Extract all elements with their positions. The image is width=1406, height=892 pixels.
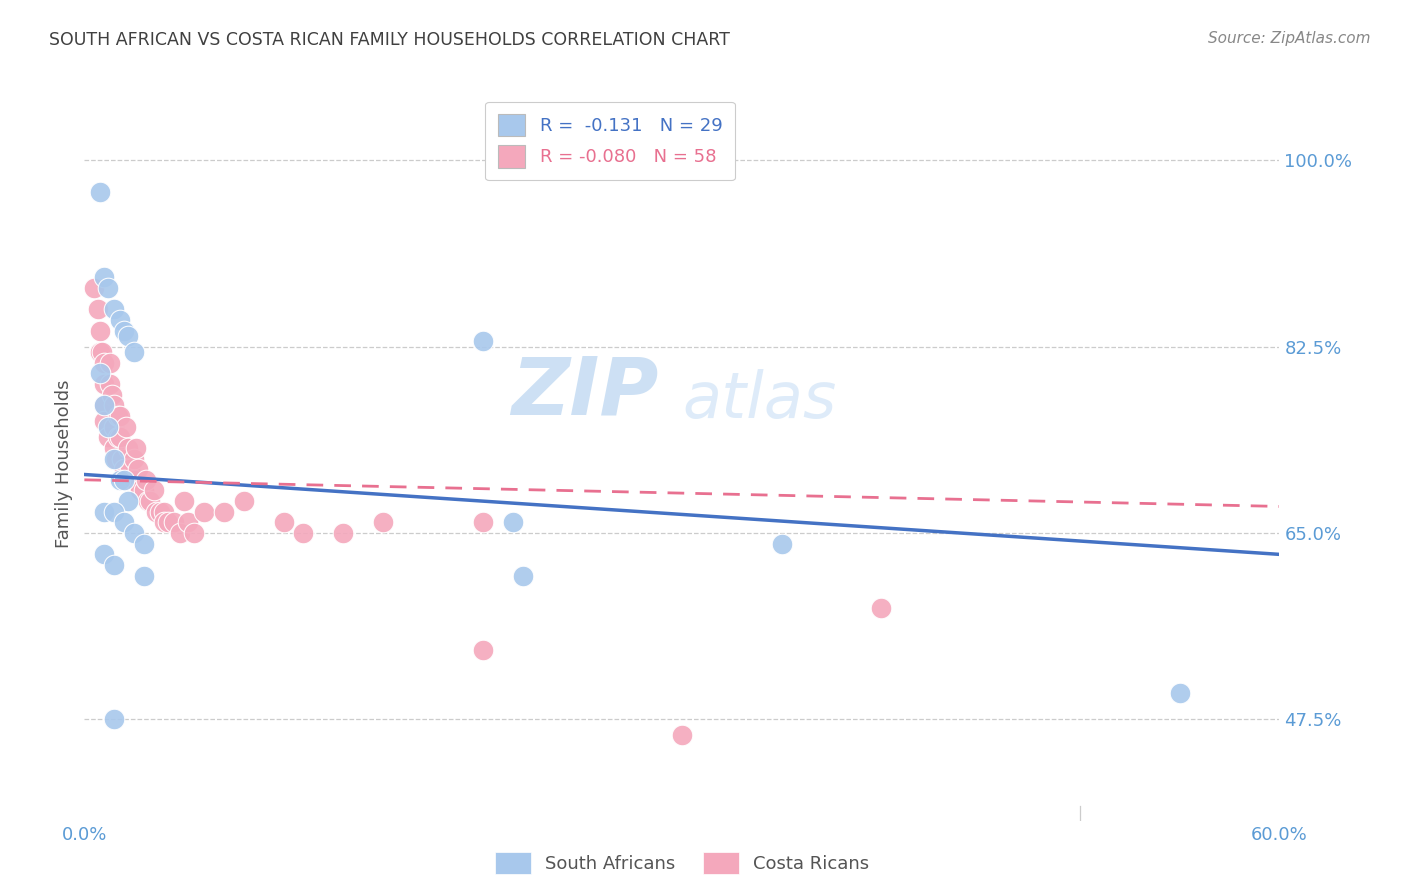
Point <box>132 483 156 498</box>
Point <box>122 526 145 541</box>
Point <box>103 302 125 317</box>
Point <box>132 537 156 551</box>
Point <box>111 451 134 466</box>
Point <box>770 537 793 551</box>
Point <box>153 505 176 519</box>
Point <box>1168 686 1191 700</box>
Point <box>127 462 149 476</box>
Point <box>87 302 110 317</box>
Point <box>89 345 111 359</box>
Point <box>91 345 114 359</box>
Point <box>157 516 180 530</box>
Point <box>117 329 139 343</box>
Point <box>371 516 394 530</box>
Point <box>97 419 120 434</box>
Point <box>98 376 121 391</box>
Point <box>145 505 167 519</box>
Point <box>136 494 159 508</box>
Point <box>103 558 125 572</box>
Point <box>103 419 125 434</box>
Point <box>110 409 132 423</box>
Point <box>471 516 494 530</box>
Point <box>98 356 121 370</box>
Point <box>169 526 191 541</box>
Point <box>93 398 115 412</box>
Point <box>115 419 138 434</box>
Point <box>183 526 205 541</box>
Point <box>110 313 132 327</box>
Point <box>107 409 129 423</box>
Point <box>112 516 135 530</box>
Point <box>103 398 125 412</box>
Point <box>292 526 315 541</box>
Point <box>125 441 148 455</box>
Legend: South Africans, Costa Ricans: South Africans, Costa Ricans <box>485 843 879 883</box>
Point <box>132 568 156 582</box>
Point <box>83 281 105 295</box>
Point <box>163 516 186 530</box>
Point <box>471 643 494 657</box>
Point <box>101 387 124 401</box>
Point <box>332 526 354 541</box>
Point <box>149 505 172 519</box>
Point <box>93 270 115 285</box>
Point <box>471 334 494 349</box>
Point <box>112 473 135 487</box>
Point <box>671 728 693 742</box>
Point <box>110 430 132 444</box>
Point <box>139 494 162 508</box>
Point <box>502 516 524 530</box>
Point <box>112 462 135 476</box>
Point <box>97 430 120 444</box>
Point <box>93 356 115 370</box>
Y-axis label: Family Households: Family Households <box>55 380 73 548</box>
Point <box>143 483 166 498</box>
Point <box>93 414 115 428</box>
Point <box>103 713 125 727</box>
Point <box>173 494 195 508</box>
Point <box>122 473 145 487</box>
Point <box>122 451 145 466</box>
Point <box>110 473 132 487</box>
Point <box>273 516 295 530</box>
Point <box>120 462 142 476</box>
Text: SOUTH AFRICAN VS COSTA RICAN FAMILY HOUSEHOLDS CORRELATION CHART: SOUTH AFRICAN VS COSTA RICAN FAMILY HOUS… <box>49 31 730 49</box>
Point <box>512 568 534 582</box>
Point <box>117 441 139 455</box>
Point <box>97 281 120 295</box>
Point <box>93 547 115 561</box>
Point <box>89 186 111 200</box>
Point <box>93 505 115 519</box>
Point <box>232 494 254 508</box>
Text: Source: ZipAtlas.com: Source: ZipAtlas.com <box>1208 31 1371 46</box>
Point <box>135 473 157 487</box>
Text: atlas: atlas <box>682 368 837 431</box>
Text: ZIP: ZIP <box>510 353 658 432</box>
Point <box>870 600 893 615</box>
Point <box>177 516 200 530</box>
Point <box>89 367 111 381</box>
Point <box>122 345 145 359</box>
Point <box>89 324 111 338</box>
Point <box>212 505 235 519</box>
Point <box>129 483 152 498</box>
Point <box>103 451 125 466</box>
Point <box>112 324 135 338</box>
Point <box>193 505 215 519</box>
Point <box>117 494 139 508</box>
Point <box>107 430 129 444</box>
Point <box>105 451 128 466</box>
Point <box>93 398 115 412</box>
Point <box>112 473 135 487</box>
Point <box>103 441 125 455</box>
Point <box>153 516 176 530</box>
Point <box>93 376 115 391</box>
Point <box>103 505 125 519</box>
